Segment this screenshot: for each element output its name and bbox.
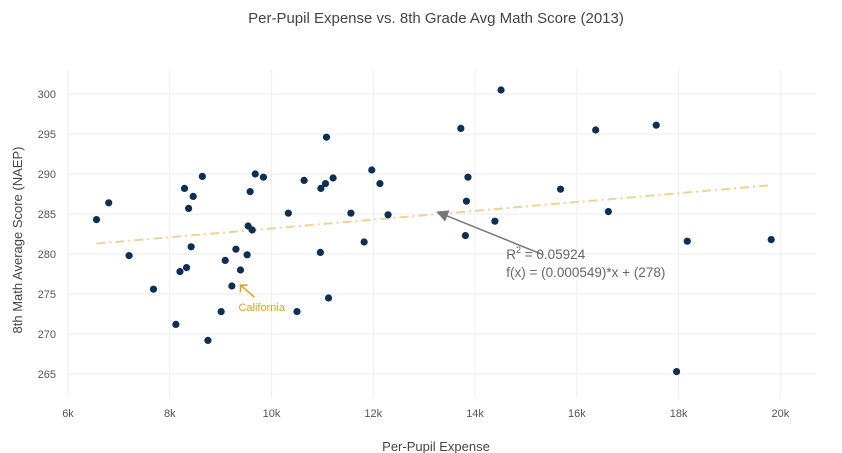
y-axis-title: 8th Math Average Score (NAEP) <box>10 147 25 334</box>
data-point[interactable] <box>243 251 251 259</box>
r-squared-value: = 0.05924 <box>521 247 586 262</box>
trendline <box>96 184 772 245</box>
data-point[interactable] <box>228 282 236 290</box>
data-point[interactable] <box>652 121 660 129</box>
data-point[interactable] <box>317 184 325 192</box>
r-squared-superscript: 2 <box>516 245 521 255</box>
data-point[interactable] <box>187 243 195 251</box>
data-point[interactable] <box>204 336 212 344</box>
data-point[interactable] <box>767 236 775 244</box>
y-tick-label: 265 <box>38 369 56 381</box>
formula-arrow <box>436 210 544 256</box>
data-point[interactable] <box>324 294 333 302</box>
data-point[interactable] <box>592 126 600 134</box>
data-point[interactable] <box>457 124 465 132</box>
x-axis-ticks: 6k 8k 10k 12k 14k 16k 18k 20k <box>62 408 790 420</box>
data-point[interactable] <box>604 208 612 216</box>
x-tick-label: 16k <box>568 408 586 420</box>
data-point[interactable] <box>232 245 240 253</box>
data-point[interactable] <box>300 176 308 184</box>
data-point[interactable] <box>384 211 392 219</box>
data-point[interactable] <box>368 166 376 174</box>
y-axis-ticks: 265 270 275 280 285 290 295 300 <box>38 89 56 381</box>
data-point[interactable] <box>497 86 505 94</box>
data-point[interactable] <box>92 216 101 224</box>
data-point[interactable] <box>461 232 470 240</box>
california-arrowhead <box>239 284 248 293</box>
data-point[interactable] <box>259 173 267 181</box>
y-tick-label: 295 <box>38 129 56 141</box>
data-point[interactable] <box>556 185 565 193</box>
x-tick-label: 18k <box>670 408 688 420</box>
r-squared-prefix: R <box>506 247 516 262</box>
x-tick-label: 12k <box>364 408 382 420</box>
data-point[interactable] <box>322 133 331 141</box>
california-label: California <box>238 302 285 314</box>
data-point[interactable] <box>293 308 301 316</box>
data-point[interactable] <box>217 308 225 316</box>
y-tick-label: 270 <box>38 329 56 341</box>
data-point[interactable] <box>360 238 368 246</box>
data-point[interactable] <box>464 173 472 181</box>
y-tick-label: 280 <box>38 249 56 261</box>
x-axis-title: Per-Pupil Expense <box>382 439 490 453</box>
data-point[interactable] <box>149 285 158 293</box>
y-tick-label: 300 <box>38 89 56 101</box>
data-point[interactable] <box>248 226 256 234</box>
x-tick-label: 14k <box>466 408 484 420</box>
y-tick-label: 275 <box>38 289 56 301</box>
data-point[interactable] <box>189 192 197 200</box>
data-point[interactable] <box>180 184 189 192</box>
data-point[interactable] <box>198 172 206 180</box>
data-point[interactable] <box>236 266 245 274</box>
california-arrow <box>239 284 256 298</box>
x-tick-label: 10k <box>263 408 281 420</box>
gridlines <box>67 70 816 398</box>
data-point[interactable] <box>284 209 292 217</box>
y-tick-label: 285 <box>38 209 56 221</box>
data-point[interactable] <box>321 180 330 188</box>
data-point[interactable] <box>251 170 259 178</box>
x-tick-label: 8k <box>164 408 176 420</box>
data-point[interactable] <box>176 268 184 276</box>
x-tick-label: 20k <box>772 408 790 420</box>
data-point[interactable] <box>329 174 337 182</box>
data-point[interactable] <box>221 256 229 264</box>
data-point[interactable] <box>491 217 499 225</box>
chart-title: Per-Pupil Expense vs. 8th Grade Avg Math… <box>248 10 624 27</box>
x-tick-label: 6k <box>62 408 74 420</box>
data-point[interactable] <box>105 199 113 207</box>
data-point[interactable] <box>184 204 193 212</box>
y-tick-label: 290 <box>38 169 56 181</box>
data-point[interactable] <box>172 320 180 328</box>
data-point[interactable] <box>246 188 254 196</box>
data-point[interactable] <box>376 180 384 188</box>
regression-formula: f(x) = (0.000549)*x + (278) <box>506 265 665 280</box>
data-point[interactable] <box>683 237 691 245</box>
data-point[interactable] <box>182 264 191 272</box>
data-points <box>92 86 775 376</box>
r-squared-label: R2 = 0.05924 <box>506 245 585 262</box>
data-point[interactable] <box>347 209 355 217</box>
data-point[interactable] <box>462 197 471 205</box>
data-point[interactable] <box>316 248 324 256</box>
data-point[interactable] <box>672 368 681 376</box>
data-point[interactable] <box>125 252 133 260</box>
